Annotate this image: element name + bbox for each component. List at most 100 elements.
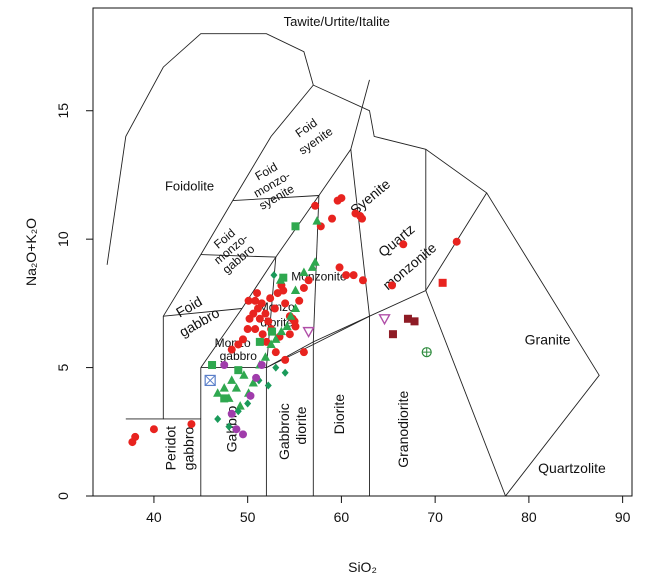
data-point-s0-37 [328, 214, 337, 223]
x-tick-label-1: 50 [240, 509, 256, 525]
data-point-s0-43 [335, 263, 344, 272]
data-point-s0-7 [243, 325, 252, 334]
field-boundary-line-0 [106, 33, 600, 497]
field-label-26: diorite [293, 406, 309, 444]
field-label-25: Gabbroic [276, 403, 292, 460]
data-point-s0-47 [388, 281, 397, 290]
field-boundary-line-14 [350, 149, 370, 317]
data-point-s1-20 [312, 216, 322, 225]
data-point-s4-3 [246, 391, 255, 400]
data-point-s5-2 [410, 317, 419, 326]
data-point-s1-13 [276, 326, 287, 336]
data-point-s0-4 [227, 345, 236, 354]
data-point-s3-5 [264, 381, 272, 390]
data-point-s4-1 [232, 425, 241, 434]
data-point-s9-0 [421, 347, 432, 358]
field-label-28: Granodiorite [395, 390, 411, 467]
data-point-s0-29 [253, 289, 262, 298]
field-labels: Tawite/Urtite/ItaliteFoidoliteFoidsyenit… [162, 14, 606, 476]
y-tick-label-2: 10 [55, 231, 71, 247]
x-tick-label-0: 40 [146, 509, 162, 525]
data-points [128, 194, 461, 447]
field-label-19: gabbro [220, 349, 258, 363]
plot-frame [92, 7, 633, 497]
x-tick-label-5: 90 [615, 509, 631, 525]
data-point-s3-8 [270, 271, 278, 280]
data-point-s7-0 [438, 278, 447, 287]
data-point-s0-46 [358, 276, 367, 285]
field-boundary-line-18 [232, 195, 319, 202]
field-label-0: Tawite/Urtite/Italite [284, 14, 390, 29]
data-point-s0-13 [257, 299, 266, 308]
data-point-s4-2 [238, 430, 247, 439]
data-point-s0-48 [399, 240, 408, 249]
data-point-s0-3 [187, 420, 196, 429]
field-label-1: Foidolite [165, 178, 214, 193]
data-point-s2-0 [208, 361, 217, 370]
data-point-s1-0 [213, 388, 223, 397]
data-point-s0-9 [249, 309, 258, 318]
data-point-s2-3 [255, 337, 264, 346]
data-point-s0-35 [311, 201, 320, 210]
data-point-s1-6 [239, 370, 249, 379]
x-tick-label-4: 80 [521, 509, 537, 525]
data-point-s0-39 [337, 194, 346, 203]
x-tick-label-3: 70 [427, 509, 443, 525]
data-point-s0-32 [295, 296, 304, 305]
field-boundary-line-17 [200, 254, 276, 258]
data-point-s3-6 [272, 363, 280, 372]
field-label-20: Granite [525, 331, 571, 347]
data-point-s3-3 [244, 399, 252, 408]
x-tick-label-2: 60 [334, 509, 350, 525]
data-point-s0-26 [258, 330, 267, 339]
field-label-12: Monzonite [291, 269, 347, 283]
data-point-s2-1 [220, 394, 229, 403]
data-point-s1-1 [219, 383, 229, 392]
y-tick-label-1: 5 [55, 363, 71, 371]
data-point-s1-5 [235, 401, 245, 410]
data-point-s0-12 [255, 314, 264, 323]
data-point-s2-2 [234, 366, 243, 375]
data-point-s1-18 [307, 262, 317, 271]
data-point-s0-5 [234, 340, 243, 349]
data-point-s0-2 [149, 425, 158, 434]
data-point-s0-20 [281, 299, 290, 308]
data-point-s0-34 [304, 276, 313, 285]
x-axis-label: SiO₂ [348, 559, 377, 575]
data-point-s1-16 [290, 303, 301, 313]
field-label-24: Gabbro [223, 405, 239, 452]
data-point-s0-27 [251, 325, 260, 334]
data-point-s1-15 [286, 311, 296, 320]
data-point-s0-44 [342, 271, 351, 280]
data-point-s5-1 [403, 314, 412, 323]
data-point-s3-1 [225, 422, 233, 431]
data-point-s5-0 [388, 330, 397, 339]
data-point-s0-1 [131, 432, 140, 441]
data-point-s0-28 [244, 296, 253, 305]
y-tick-label-0: 0 [55, 492, 71, 500]
data-point-s1-19 [310, 257, 320, 266]
data-point-s0-25 [262, 337, 271, 346]
y-tick-label-3: 15 [55, 103, 71, 119]
data-point-s1-11 [266, 339, 276, 348]
data-point-s0-14 [261, 309, 270, 318]
field-boundaries [106, 33, 600, 497]
axes: 40 50 60 70 80 90 0 5 10 15 [55, 103, 631, 525]
data-point-s0-42 [358, 214, 367, 223]
field-label-21: Quartzolite [538, 460, 606, 476]
data-point-s6-0 [302, 326, 315, 339]
data-point-s1-3 [227, 375, 237, 384]
data-point-s1-8 [248, 377, 258, 387]
data-point-s3-2 [234, 407, 242, 416]
data-point-s4-0 [227, 409, 236, 418]
data-point-s0-52 [299, 348, 308, 357]
data-point-s2-4 [268, 327, 277, 336]
data-point-s0-45 [349, 271, 358, 280]
data-point-s0-33 [299, 283, 308, 292]
data-point-s2-6 [291, 222, 300, 231]
field-boundary-line-16 [163, 308, 243, 317]
data-point-s0-50 [271, 348, 280, 357]
data-point-s0-51 [281, 355, 290, 364]
data-point-s4-5 [257, 361, 266, 370]
